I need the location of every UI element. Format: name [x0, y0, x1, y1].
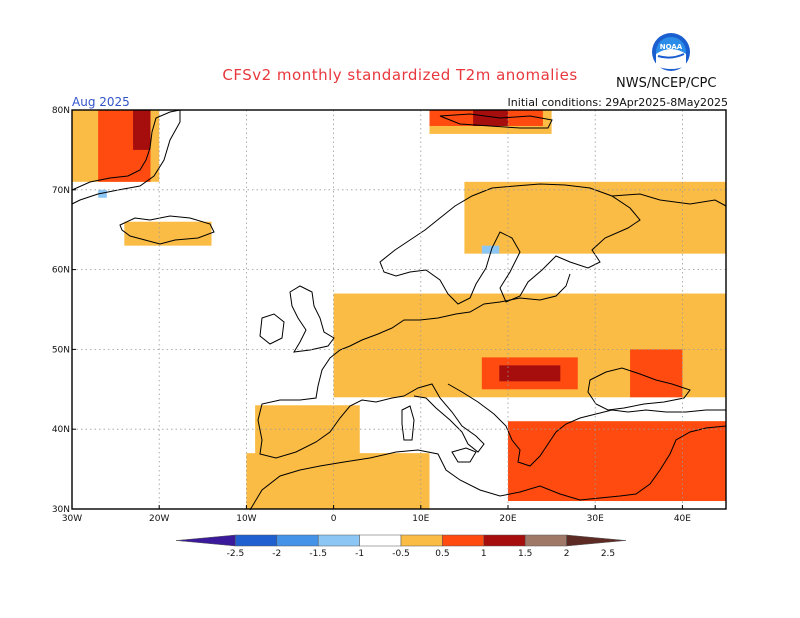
anomaly-region — [98, 189, 107, 198]
lon-tick-label: 0 — [331, 514, 337, 524]
colorbar-tick-label: -1.5 — [309, 549, 327, 559]
anomaly-fill-layer — [72, 110, 726, 509]
lon-tick-label: 20W — [149, 514, 169, 524]
lon-tick-label: 30E — [587, 514, 604, 524]
colorbar-segment — [276, 534, 319, 547]
colorbar-tick-label: -0.5 — [392, 549, 410, 559]
lon-tick-label: 30W — [62, 514, 82, 524]
anomaly-region — [473, 110, 508, 126]
colorbar-segment — [235, 534, 278, 547]
anomaly-region — [133, 110, 151, 150]
colorbar-tick-label: 1 — [481, 549, 487, 559]
colorbar-segment — [359, 534, 402, 547]
colorbar-tick-label: 2.5 — [601, 549, 615, 559]
anomaly-region — [124, 221, 212, 246]
colorbar-tick-label: 1.5 — [518, 549, 532, 559]
coast-iceland — [119, 215, 215, 245]
colorbar-segment — [483, 534, 526, 547]
coast-ireland — [259, 313, 285, 345]
lat-tick-label: 40N — [52, 425, 70, 435]
lon-tick-label: 10E — [412, 514, 429, 524]
lat-lon-grid — [72, 110, 726, 509]
colorbar-segment — [175, 534, 236, 547]
coast-biscay — [257, 349, 405, 459]
colorbar-segment — [524, 534, 567, 547]
anomaly-region — [508, 421, 726, 502]
lat-tick-label: 30N — [52, 505, 70, 515]
lon-tick-label: 40E — [674, 514, 691, 524]
map-title: CFSv2 monthly standardized T2m anomalies — [222, 66, 578, 84]
lon-tick-label: 10W — [236, 514, 256, 524]
colorbar-segment — [566, 534, 627, 547]
coast-greenland — [71, 109, 181, 205]
coast-britain — [289, 285, 335, 353]
lat-tick-label: 70N — [52, 186, 70, 196]
colorbar-tick-label: -2 — [272, 549, 281, 559]
lat-tick-label: 80N — [52, 106, 70, 116]
anomaly-region — [246, 453, 430, 509]
lat-tick-label: 60N — [52, 266, 70, 276]
colorbar-tick-label: -1 — [355, 549, 364, 559]
coast-sicily — [451, 447, 477, 463]
coast-kola — [611, 193, 727, 207]
coast-adriatic — [447, 383, 726, 467]
forecast-month: Aug 2025 — [72, 95, 130, 109]
anomaly-region — [464, 181, 726, 254]
map-frame — [71, 109, 727, 510]
lat-tick-label: 50N — [52, 345, 70, 355]
coast-north-africa — [249, 425, 727, 511]
coast-sardinia — [401, 405, 415, 441]
noaa-logo-icon: NOAA — [652, 33, 690, 71]
anomaly-region — [499, 365, 561, 382]
coast-black-sea — [587, 367, 691, 411]
anomaly-region — [481, 245, 500, 254]
colorbar-tick-label: 2 — [564, 549, 570, 559]
colorbar-segment — [400, 534, 443, 547]
coast-italy — [403, 383, 485, 453]
colorbar: -2.5 -2 -1.5 -1 -0.5 0.5 1 1.5 2 2.5 — [175, 534, 627, 559]
lon-tick-label: 20E — [499, 514, 516, 524]
coast-scandinavia — [379, 183, 641, 305]
colorbar-tick-label: 0.5 — [435, 549, 449, 559]
svg-text:NOAA: NOAA — [660, 43, 683, 51]
agency-label: NWS/NCEP/CPC — [616, 76, 717, 91]
colorbar-tick-label: -2.5 — [227, 549, 245, 559]
coast-baltic — [499, 273, 571, 303]
initial-conditions: Initial conditions: 29Apr2025-8May2025 — [507, 96, 728, 109]
colorbar-segment — [317, 534, 360, 547]
coastlines — [71, 109, 727, 511]
coast-svalbard — [439, 113, 553, 129]
coast-europe-west — [339, 301, 501, 351]
colorbar-segment — [442, 534, 485, 547]
